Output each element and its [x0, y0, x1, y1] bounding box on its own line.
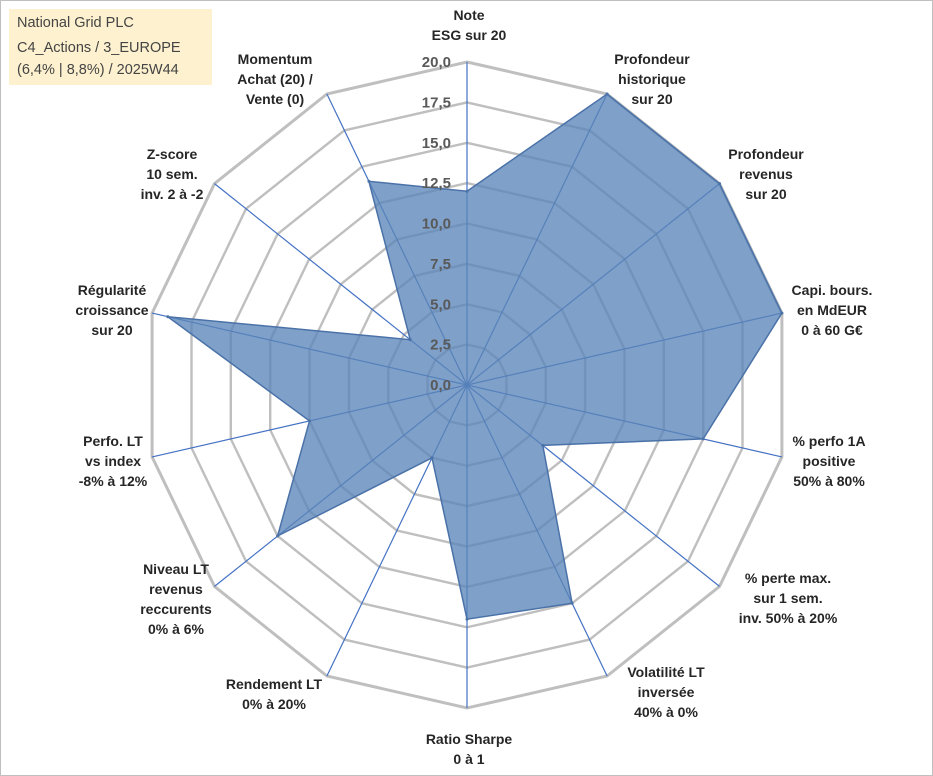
axis-label-line: revenus	[739, 166, 793, 182]
title-box: National Grid PLC C4_Actions / 3_EUROPE …	[9, 9, 212, 85]
axis-label-line: Vente (0)	[246, 91, 304, 107]
axis-label-7: Ratio Sharpe 0 à 1	[426, 731, 513, 767]
axis-label-line: en MdEUR	[797, 302, 867, 318]
axis-label-line: 0 à 60 G€	[801, 322, 863, 338]
axis-label-8: Rendement LT 0% à 20%	[226, 676, 323, 712]
data-point-0	[465, 189, 469, 193]
tick-layer: 0,0 2,5 5,0 7,5 10,0 12,5 15,0 17,5 20,0	[422, 54, 451, 394]
axis-label-line: 0% à 20%	[242, 696, 306, 712]
axis-label-line: positive	[803, 453, 856, 469]
category-label: C4_Actions / 3_EUROPE	[17, 40, 181, 56]
axis-label-line: Rendement LT	[226, 676, 323, 692]
axis-label-5: % perte max. sur 1 sem. inv. 50% à 20%	[739, 570, 838, 626]
axis-label-line: Niveau LT	[143, 561, 209, 577]
data-point-13	[367, 179, 371, 183]
axis-label-line: Momentum	[238, 51, 313, 67]
axis-label-line: sur 20	[91, 322, 132, 338]
axis-label-line: vs index	[85, 453, 141, 469]
tick-label-4: 10,0	[422, 216, 451, 233]
axis-label-line: Achat (20) /	[237, 71, 313, 87]
series-layer	[165, 92, 784, 621]
tick-label-1: 2,5	[430, 337, 451, 354]
data-point-2	[718, 182, 721, 186]
axis-label-0: Note ESG sur 20	[432, 7, 507, 43]
axis-label-12: Z-score 10 sem. inv. 2 à -2	[141, 146, 204, 202]
axis-label-line: inv. 50% à 20%	[739, 610, 838, 626]
axis-label-3: Capi. bours. en MdEUR 0 à 60 G€	[792, 282, 873, 338]
axis-label-line: sur 20	[745, 186, 786, 202]
series-area	[165, 93, 783, 621]
axis-label-line: revenus	[149, 581, 203, 597]
axis-label-10: Perfo. LT vs index -8% à 12%	[79, 433, 148, 489]
axis-label-4: % perfo 1A positive 50% à 80%	[792, 433, 865, 489]
axis-label-line: Régularité	[78, 282, 147, 298]
axis-label-line: Profondeur	[614, 51, 690, 67]
axis-label-line: 0% à 6%	[148, 621, 205, 637]
data-point-8	[430, 456, 434, 460]
tick-label-7: 17,5	[422, 94, 451, 111]
axis-label-line: % perfo 1A	[792, 433, 865, 449]
axis-label-line: 0 à 1	[453, 751, 484, 767]
tick-label-2: 5,0	[430, 296, 451, 313]
axis-label-line: % perte max.	[745, 570, 831, 586]
tick-label-8: 20,0	[422, 54, 451, 71]
axis-label-13: Momentum Achat (20) / Vente (0)	[237, 51, 313, 107]
stats-label: (6,4% | 8,8%) / 2025W44	[17, 62, 179, 78]
axis-label-line: sur 20	[631, 91, 672, 107]
axis-label-line: Capi. bours.	[792, 282, 873, 298]
data-point-6	[570, 601, 574, 605]
axis-label-line: ESG sur 20	[432, 27, 507, 43]
tick-label-6: 15,0	[422, 135, 451, 152]
axis-label-line: -8% à 12%	[79, 473, 148, 489]
data-point-3	[780, 311, 784, 315]
axis-label-line: sur 1 sem.	[753, 590, 822, 606]
axis-label-9: Niveau LT revenus reccurents 0% à 6%	[140, 561, 212, 637]
tick-label-3: 7,5	[430, 256, 451, 273]
axis-label-line: Z-score	[147, 146, 198, 162]
axis-label-line: 40% à 0%	[634, 704, 698, 720]
axis-label-2: Profondeur revenus sur 20	[728, 146, 804, 202]
axis-label-line: Perfo. LT	[83, 433, 143, 449]
data-point-12	[408, 338, 412, 342]
tick-label-5: 12,5	[422, 175, 451, 192]
axis-label-line: croissance	[75, 302, 148, 318]
axis-label-line: inversée	[638, 684, 695, 700]
axis-label-11: Régularité croissance sur 20	[75, 282, 148, 338]
data-point-7	[465, 617, 469, 621]
data-point-1	[605, 92, 609, 96]
axis-label-6: Volatilité LT inversée 40% à 0%	[627, 664, 705, 720]
axis-label-line: 10 sem.	[146, 166, 197, 182]
label-layer: Note ESG sur 20 Profondeur historique sur 20…	[75, 7, 872, 767]
axis-label-line: Volatilité LT	[627, 664, 705, 680]
company-name: National Grid PLC	[17, 15, 134, 31]
axis-label-1: Profondeur historique sur 20	[614, 51, 690, 107]
axis-label-line: inv. 2 à -2	[141, 186, 204, 202]
axis-label-line: Ratio Sharpe	[426, 731, 513, 747]
axis-label-line: Note	[453, 7, 484, 23]
data-point-11	[166, 315, 170, 319]
data-point-9	[276, 534, 280, 538]
data-point-4	[701, 437, 705, 441]
axis-label-line: 50% à 80%	[793, 473, 865, 489]
axis-label-line: reccurents	[140, 601, 212, 617]
data-point-10	[308, 419, 311, 423]
axis-label-line: Profondeur	[728, 146, 804, 162]
tick-label-0: 0,0	[430, 377, 451, 394]
axis-label-line: historique	[618, 71, 686, 87]
data-point-5	[541, 443, 545, 447]
